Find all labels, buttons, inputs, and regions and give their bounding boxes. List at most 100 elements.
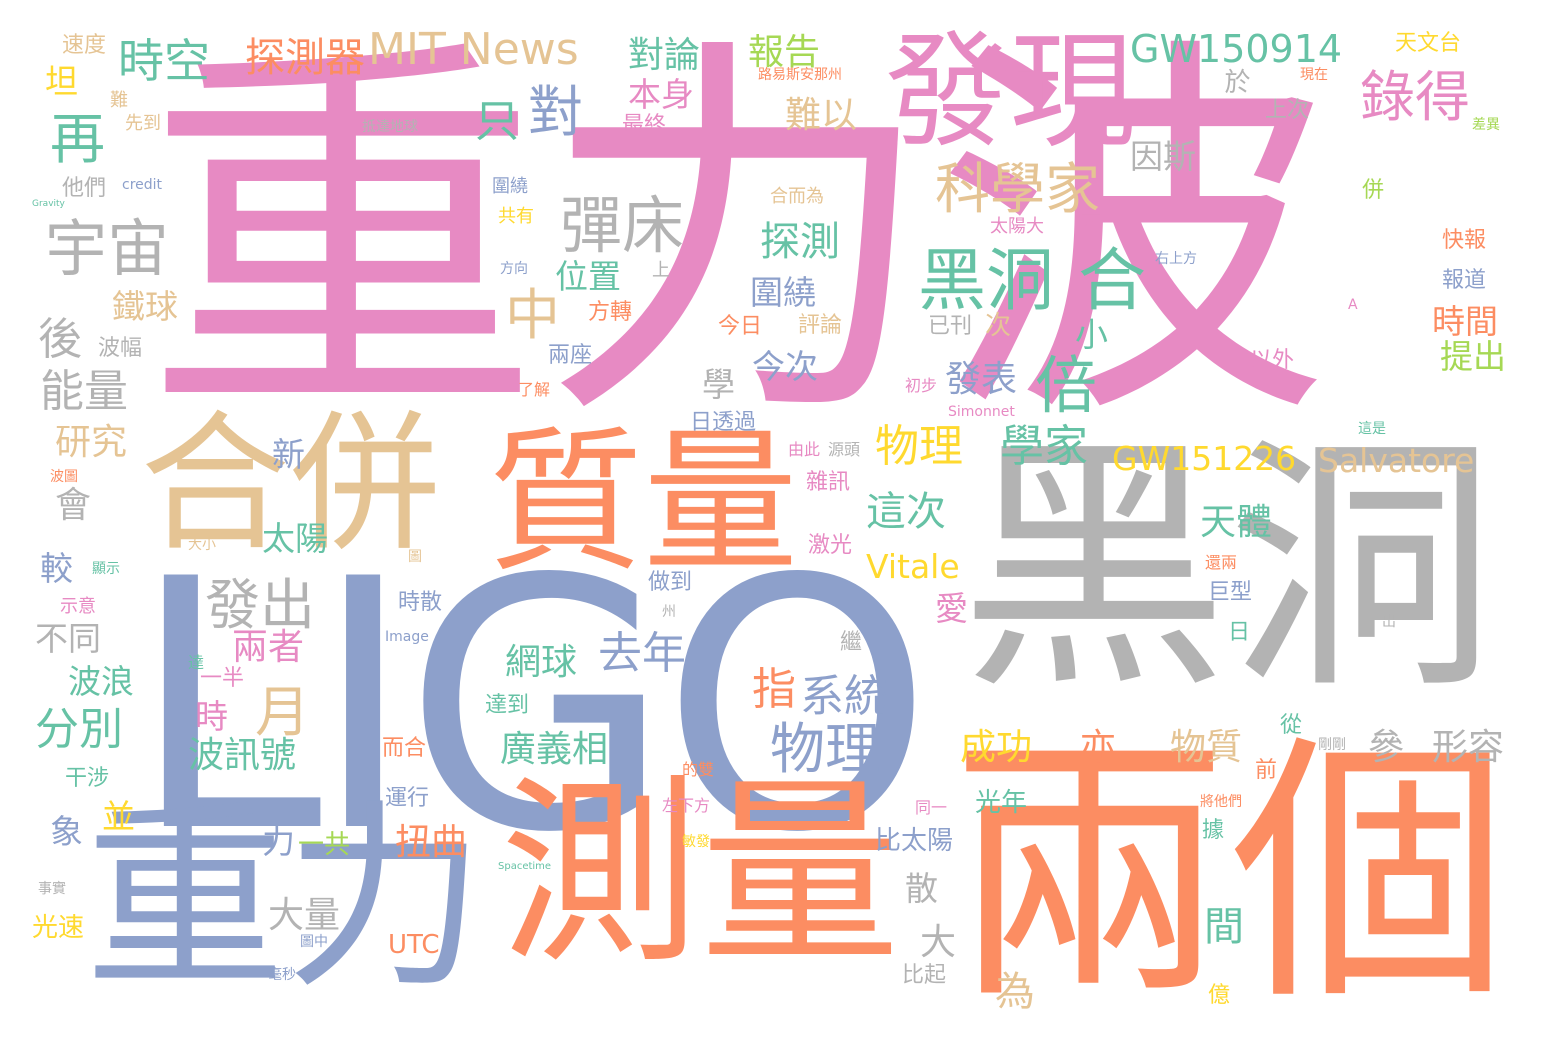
word-difficult: 難: [110, 90, 128, 111]
word-lower-left: 左下方: [662, 796, 711, 815]
word-upper-right: 右上方: [1155, 251, 1197, 267]
word-out: 出: [1382, 614, 1396, 630]
word-force: 力: [262, 822, 295, 861]
word-state: 州: [662, 604, 676, 620]
word-spacetime-en: Spacetime: [498, 861, 552, 872]
word-understand: 了解: [518, 380, 551, 399]
word-hundred-million: 億: [1208, 983, 1231, 1008]
word-recorded: 錄得: [1360, 65, 1471, 129]
word-between: 間: [1197, 905, 1243, 945]
word-observatory: 天文台: [1395, 31, 1462, 56]
word-comment: 評論: [798, 313, 843, 338]
word-arrive: 達: [188, 653, 205, 672]
word-achieve: 做到: [648, 570, 693, 595]
word-merge: 合併: [140, 398, 441, 572]
word-double: 的雙: [682, 760, 715, 779]
word-to: 對: [528, 80, 584, 144]
word-same: 同一: [915, 798, 948, 817]
word-new: 新: [272, 435, 305, 474]
word-than-sun: 比太陽: [875, 826, 954, 856]
word-black-hole: 黑洞: [960, 413, 1496, 725]
word-detect: 探測: [760, 219, 840, 265]
word-celestial-body: 天體: [1200, 502, 1273, 543]
word-last-time: 上次: [1265, 98, 1310, 123]
word-gw150914: GW150914: [1130, 27, 1343, 71]
word-sun: 太陽: [262, 519, 328, 558]
word-after: 後: [38, 314, 82, 365]
word-times: 倍: [1035, 349, 1098, 422]
word-month: 月: [255, 680, 311, 744]
word-discovery: 發現: [885, 20, 1135, 165]
word-physics-2: 物理: [770, 717, 881, 781]
word-middle: 中: [505, 283, 561, 347]
word-run: 運行: [385, 786, 430, 811]
word-total: 一共: [298, 830, 351, 860]
word-combine: 合: [1078, 242, 1147, 321]
word-sensitive: 敏發: [682, 834, 710, 850]
word-not: 不: [1080, 213, 1103, 238]
word-refer: 指: [752, 664, 796, 715]
word-this-is: 這是: [1358, 421, 1386, 437]
word-propose: 提出: [1440, 337, 1506, 376]
word-now-present: 現在: [1300, 67, 1328, 83]
word-image: 象: [50, 812, 83, 851]
word-wave-figure: 波圖: [50, 469, 78, 485]
word-difference: 差異: [1472, 117, 1500, 133]
word-universe: 宇宙: [45, 212, 170, 285]
word-share: 共有: [498, 206, 534, 227]
word-two-seats: 兩座: [548, 343, 593, 368]
word-at: 於: [1220, 68, 1250, 94]
word-distort: 扭曲: [395, 822, 468, 863]
word-this-time: 這次: [866, 489, 946, 535]
word-other-than: 以外: [1250, 348, 1295, 373]
word-scatter: 散: [905, 869, 938, 908]
word-success: 成功: [960, 727, 1033, 768]
word-describe: 形容: [1432, 727, 1505, 768]
word-turn: 方轉: [588, 300, 633, 325]
word-time-scatter: 時散: [398, 590, 443, 615]
word-measure: 測量: [500, 758, 901, 991]
word-laser: 激光: [808, 533, 853, 558]
word-small: 小: [1075, 315, 1108, 354]
word-love: 愛: [935, 589, 968, 628]
word-illustrate: 示意: [60, 596, 96, 617]
word-vitale: Vitale: [866, 547, 960, 586]
word-different: 不同: [35, 619, 101, 658]
word-light-speed: 光速: [32, 913, 85, 943]
word-then-merge: 而合: [382, 736, 427, 761]
word-trampoline: 彈床: [560, 189, 685, 262]
word-will: 會: [55, 485, 92, 526]
word-news-report: 報道: [1442, 268, 1487, 293]
word-salvatore: Salvatore: [1318, 441, 1475, 480]
word-simonnet: Simonnet: [948, 404, 1015, 420]
word-both: 兩者: [232, 627, 305, 668]
word-participate: 參: [1368, 727, 1405, 768]
word-relativity-frag: 對論: [628, 35, 701, 76]
word-still-two: 還兩: [1205, 553, 1238, 572]
word-scientist: 科學家: [935, 157, 1101, 221]
word-image-credit: Image: [385, 629, 429, 645]
word-next: 次: [985, 311, 1012, 341]
word-utc: UTC: [388, 930, 440, 960]
word-fact: 事實: [38, 881, 66, 897]
word-black-hole-2: 黑洞: [918, 242, 1055, 321]
word-tan: 坦: [45, 62, 78, 101]
word-preliminary: 初步: [905, 376, 938, 395]
word-half: 一半: [200, 666, 245, 691]
word-louisiana: 路易斯安那州: [758, 67, 842, 83]
word-spacetime: 時空: [118, 34, 210, 88]
word-learn: 學: [702, 365, 735, 404]
word-combine-2: 併: [1362, 178, 1385, 203]
word-today: 今日: [718, 314, 763, 339]
word-general-relativity-frag: 廣義相: [500, 729, 609, 770]
word-continue: 繼: [840, 630, 863, 655]
word-compared: 比起: [902, 963, 947, 988]
word-also: 亦: [1080, 727, 1117, 768]
word-they: 他們: [62, 176, 107, 201]
word-now: 今次: [752, 347, 818, 386]
word-orbit: 圍繞: [750, 273, 816, 312]
word-gw151226: GW151226: [1112, 439, 1297, 478]
word-iron-ball: 鐵球: [112, 287, 178, 326]
word-tennis-ball: 網球: [505, 642, 578, 683]
